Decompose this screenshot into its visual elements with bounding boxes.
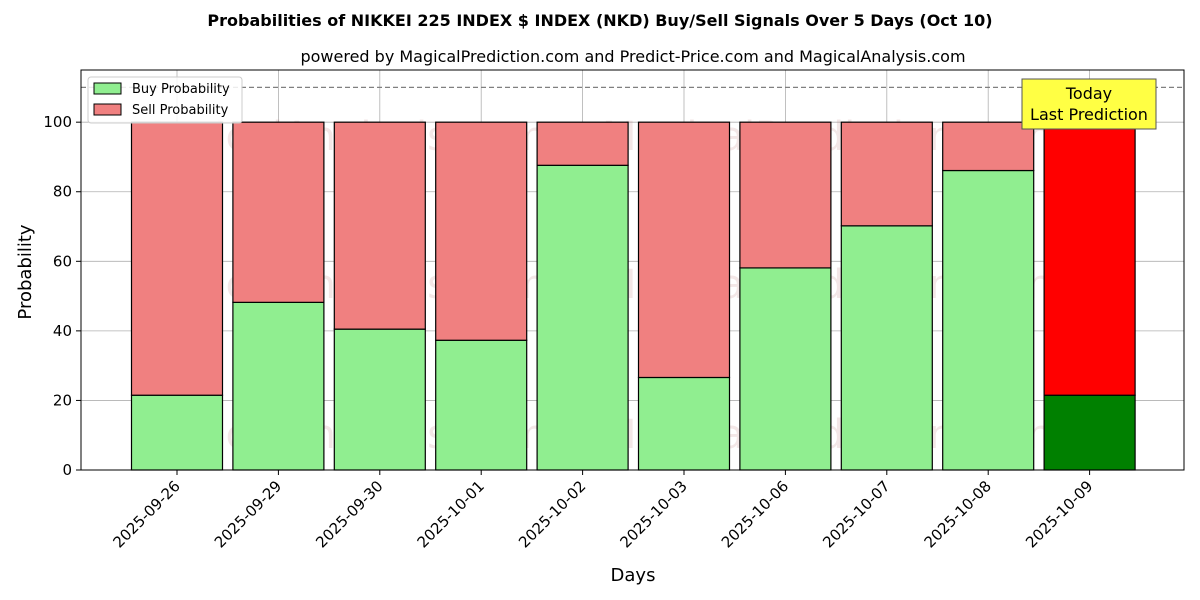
sell-bar (130, 121, 224, 396)
legend: Buy Probability Sell Probability (87, 76, 243, 124)
x-tick-label: 2025-10-06 (718, 477, 792, 551)
y-tick-label: 60 (53, 252, 72, 270)
sell-bar (739, 121, 832, 269)
buy-bar (536, 164, 629, 471)
y-tick-label: 0 (62, 461, 72, 479)
legend-label: Buy Probability (132, 82, 230, 97)
annotation-box (1021, 78, 1157, 130)
legend-swatch (93, 82, 122, 95)
chart-title: Probabilities of NIKKEI 225 INDEX $ INDE… (207, 11, 992, 30)
x-tick-label: 2025-10-03 (616, 477, 690, 551)
y-axis-label: Probability (15, 224, 36, 319)
buy-bar (333, 328, 426, 471)
x-tick-label: 2025-10-07 (819, 477, 893, 551)
y-tick-label: 80 (53, 183, 72, 201)
y-tick-label: 100 (43, 113, 72, 131)
bars-layer (130, 121, 1136, 471)
x-tick-label: 2025-10-02 (515, 477, 589, 551)
buy-bar (435, 339, 528, 471)
buy-bar (942, 169, 1035, 471)
buy-bar (130, 394, 224, 471)
sell-bar (942, 121, 1035, 172)
y-tick-label: 20 (53, 391, 72, 409)
sell-bar (637, 121, 731, 379)
plot-frame (80, 69, 1185, 471)
sell-bar (1043, 121, 1136, 396)
annotation-text: Last Prediction (1030, 105, 1148, 124)
x-tick-label: 2025-10-09 (1022, 477, 1096, 551)
buy-bar (232, 301, 325, 471)
x-tick-label: 2025-10-01 (414, 477, 488, 551)
buy-bar (840, 225, 933, 471)
sell-bar (333, 121, 426, 330)
sell-bar (840, 121, 933, 227)
x-tick-label: 2025-09-29 (211, 477, 285, 551)
legend-label: Sell Probability (132, 103, 229, 118)
annotation-text: Today (1065, 84, 1112, 103)
legend-box (87, 76, 243, 124)
buy-bar (637, 376, 731, 471)
buy-bar (1043, 394, 1136, 471)
today-annotation: Today Last Prediction (1021, 78, 1157, 130)
x-tick-label: 2025-09-26 (109, 477, 183, 551)
x-axis-label: Days (611, 565, 656, 586)
x-tick-label: 2025-10-08 (921, 477, 995, 551)
x-tick-label: 2025-09-30 (312, 477, 386, 551)
sell-bar (232, 121, 325, 303)
y-tick-label: 40 (53, 322, 72, 340)
sell-bar (536, 121, 629, 166)
buy-bar (739, 267, 832, 471)
sell-bar (435, 121, 528, 341)
chart-subtitle: powered by MagicalPrediction.com and Pre… (300, 47, 965, 66)
legend-swatch (93, 103, 122, 116)
